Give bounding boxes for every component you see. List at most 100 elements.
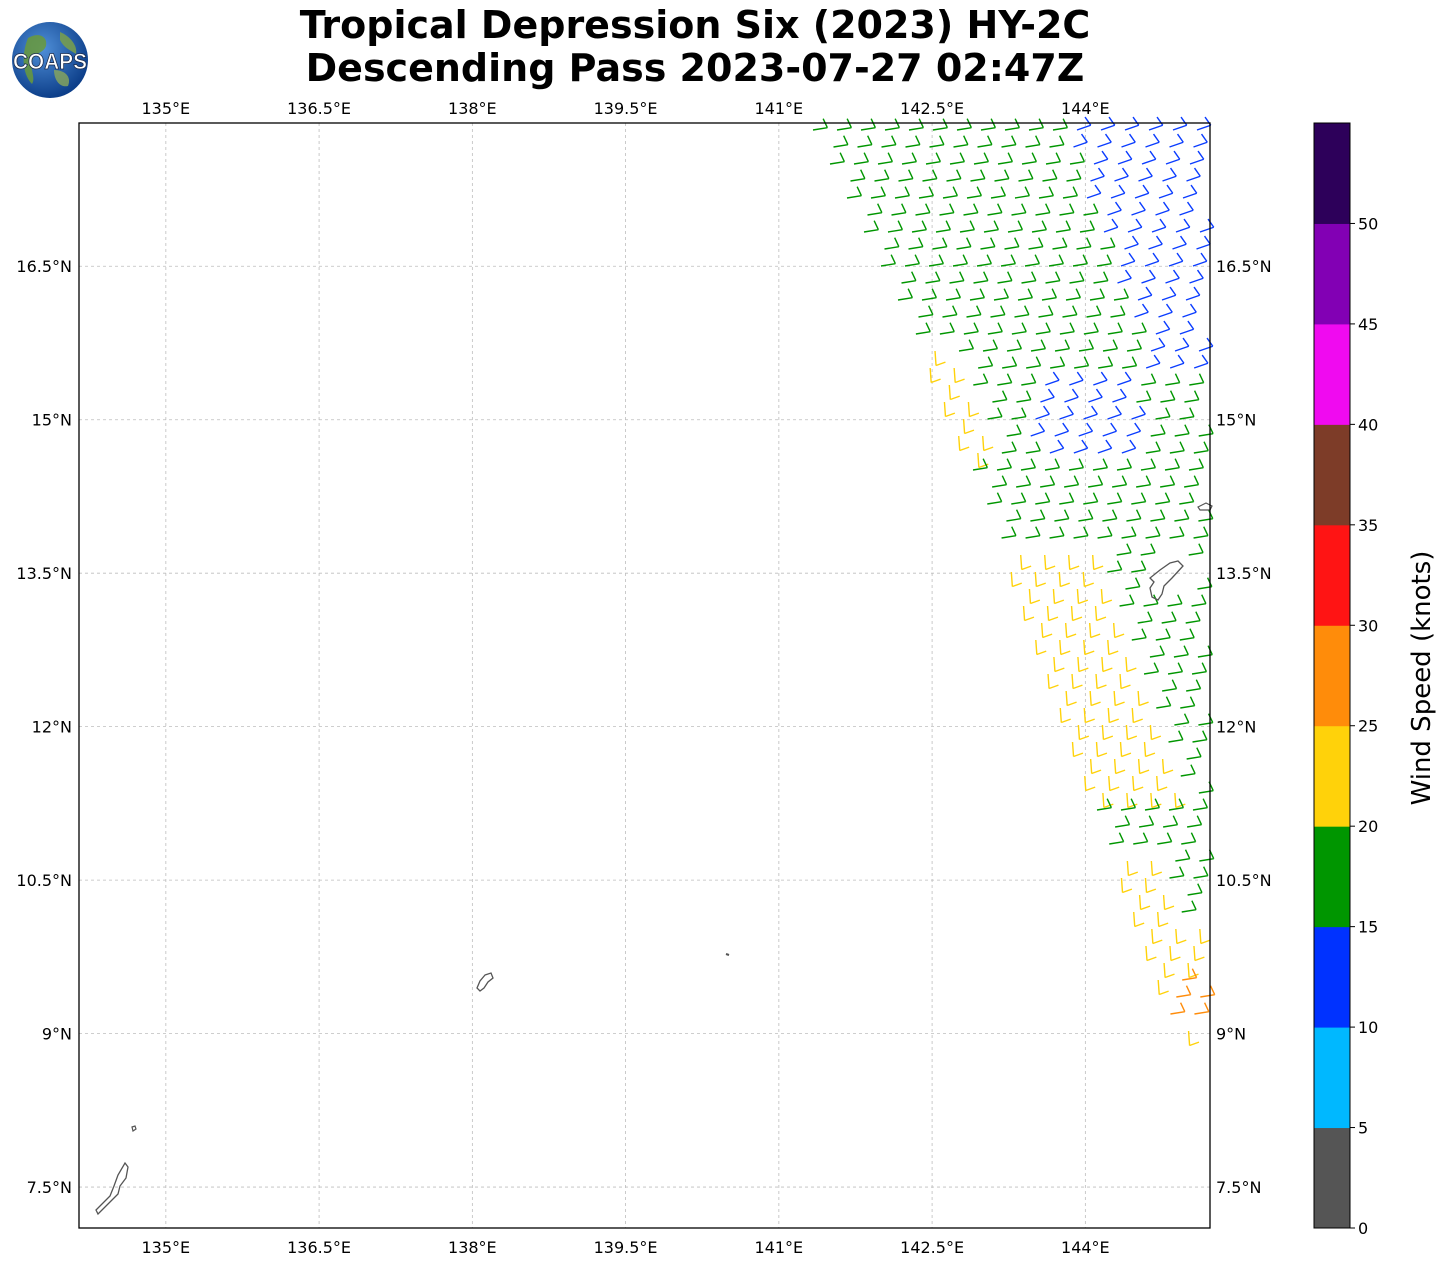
wind-barb xyxy=(1117,150,1133,165)
wind-barb xyxy=(1174,337,1190,352)
wind-barb xyxy=(942,186,959,199)
wind-barb xyxy=(1093,150,1109,165)
wind-barb xyxy=(1162,679,1178,692)
wind-barb xyxy=(929,135,945,148)
wind-barb xyxy=(1064,388,1079,403)
wind-barb xyxy=(1184,390,1200,403)
coaps-logo: COAPS xyxy=(12,22,88,98)
wind-barb xyxy=(901,271,917,284)
wind-barb xyxy=(1172,116,1188,131)
wind-barb xyxy=(1140,543,1156,556)
wind-barb xyxy=(1165,150,1181,165)
wind-barb xyxy=(1089,288,1106,301)
wind-barb xyxy=(1136,390,1152,403)
wind-barb xyxy=(1133,911,1145,928)
wind-barb xyxy=(894,186,911,199)
map-frame xyxy=(78,122,1211,1229)
wind-barb xyxy=(1197,577,1213,590)
wind-barb xyxy=(1034,571,1046,588)
wind-barb xyxy=(1187,883,1203,896)
wind-barb xyxy=(1193,526,1209,539)
wind-barb xyxy=(958,435,970,452)
wind-barb xyxy=(1100,116,1116,131)
colorbar-tick-label: 20 xyxy=(1358,817,1378,836)
wind-barb xyxy=(1064,622,1077,639)
wind-barb xyxy=(1088,622,1101,639)
wind-barb xyxy=(1185,611,1201,624)
wind-barb xyxy=(1125,656,1137,673)
wind-barb xyxy=(1126,792,1138,809)
wind-barb xyxy=(939,203,955,216)
lon-tick-label-bottom: 135°E xyxy=(142,1238,191,1257)
wind-barb xyxy=(1093,271,1109,284)
lon-tick-label-top: 144°E xyxy=(1061,99,1110,118)
wind-barb xyxy=(1059,322,1075,335)
wind-barb xyxy=(1141,150,1157,165)
wind-barb xyxy=(1163,962,1175,979)
wind-barb xyxy=(1186,167,1201,182)
wind-barb xyxy=(904,254,921,267)
wind-barb xyxy=(1083,707,1095,724)
wind-barb xyxy=(1086,184,1102,199)
lon-tick-label-bottom: 139.5°E xyxy=(594,1238,658,1257)
wind-barb xyxy=(1134,303,1149,318)
colorbar-tick-label: 50 xyxy=(1358,214,1378,233)
wind-barb xyxy=(1155,320,1171,335)
wind-barb xyxy=(1021,152,1038,165)
wind-barb xyxy=(1151,218,1167,233)
wind-barb xyxy=(1071,741,1084,758)
wind-barb xyxy=(992,390,1008,403)
wind-barb xyxy=(973,152,990,165)
wind-barb xyxy=(966,186,983,199)
wind-barb xyxy=(1126,422,1142,437)
wind-barb xyxy=(1113,690,1125,707)
wind-barb xyxy=(1170,1002,1186,1015)
wind-barb xyxy=(812,118,829,131)
wind-barb xyxy=(1052,237,1068,250)
wind-barb xyxy=(1076,588,1089,605)
wind-barb xyxy=(1175,849,1191,862)
wind-barb xyxy=(1088,475,1104,488)
wind-barb xyxy=(1143,741,1156,758)
wind-barb xyxy=(1025,135,1041,148)
wind-barb xyxy=(997,373,1013,386)
wind-barb xyxy=(863,220,880,233)
wind-barb xyxy=(1069,271,1085,284)
coastline-yap xyxy=(476,972,494,992)
wind-barb xyxy=(1011,407,1027,420)
wind-barb xyxy=(1100,588,1113,605)
wind-barb xyxy=(1156,696,1172,709)
wind-barb xyxy=(959,220,976,233)
wind-barb xyxy=(1102,339,1119,352)
wind-barb xyxy=(1139,815,1155,828)
wind-barb xyxy=(1086,305,1102,318)
wind-barb xyxy=(972,458,989,471)
wind-barb xyxy=(1044,554,1056,571)
wind-barb xyxy=(1077,724,1090,741)
wind-barb xyxy=(1144,877,1157,894)
wind-barb xyxy=(1083,203,1099,216)
wind-barb xyxy=(1045,271,1061,284)
wind-barb xyxy=(1160,475,1176,488)
colorbar-tick-label: 5 xyxy=(1358,1119,1368,1138)
wind-barb xyxy=(1078,422,1094,437)
wind-barb xyxy=(1193,354,1209,369)
wind-barb xyxy=(982,435,994,452)
wind-barb xyxy=(1112,475,1128,488)
wind-barb xyxy=(1017,288,1034,301)
wind-barb xyxy=(1018,169,1034,182)
wind-barb xyxy=(1112,622,1125,639)
lon-tick-label-bottom: 141°E xyxy=(755,1238,804,1257)
wind-barb xyxy=(1110,184,1126,199)
wind-barb xyxy=(1173,645,1189,658)
wind-barb xyxy=(1101,724,1114,741)
lon-tick-label-top: 136.5°E xyxy=(287,99,351,118)
wind-barb xyxy=(1181,900,1197,913)
wind-barb xyxy=(1076,116,1092,131)
wind-barb xyxy=(1119,594,1135,607)
colorbar-label: Wind Speed (knots) xyxy=(1407,551,1437,806)
wind-barb xyxy=(1174,509,1190,522)
wind-barb xyxy=(949,271,965,284)
wind-barb xyxy=(1162,167,1177,182)
wind-barb xyxy=(997,271,1013,284)
